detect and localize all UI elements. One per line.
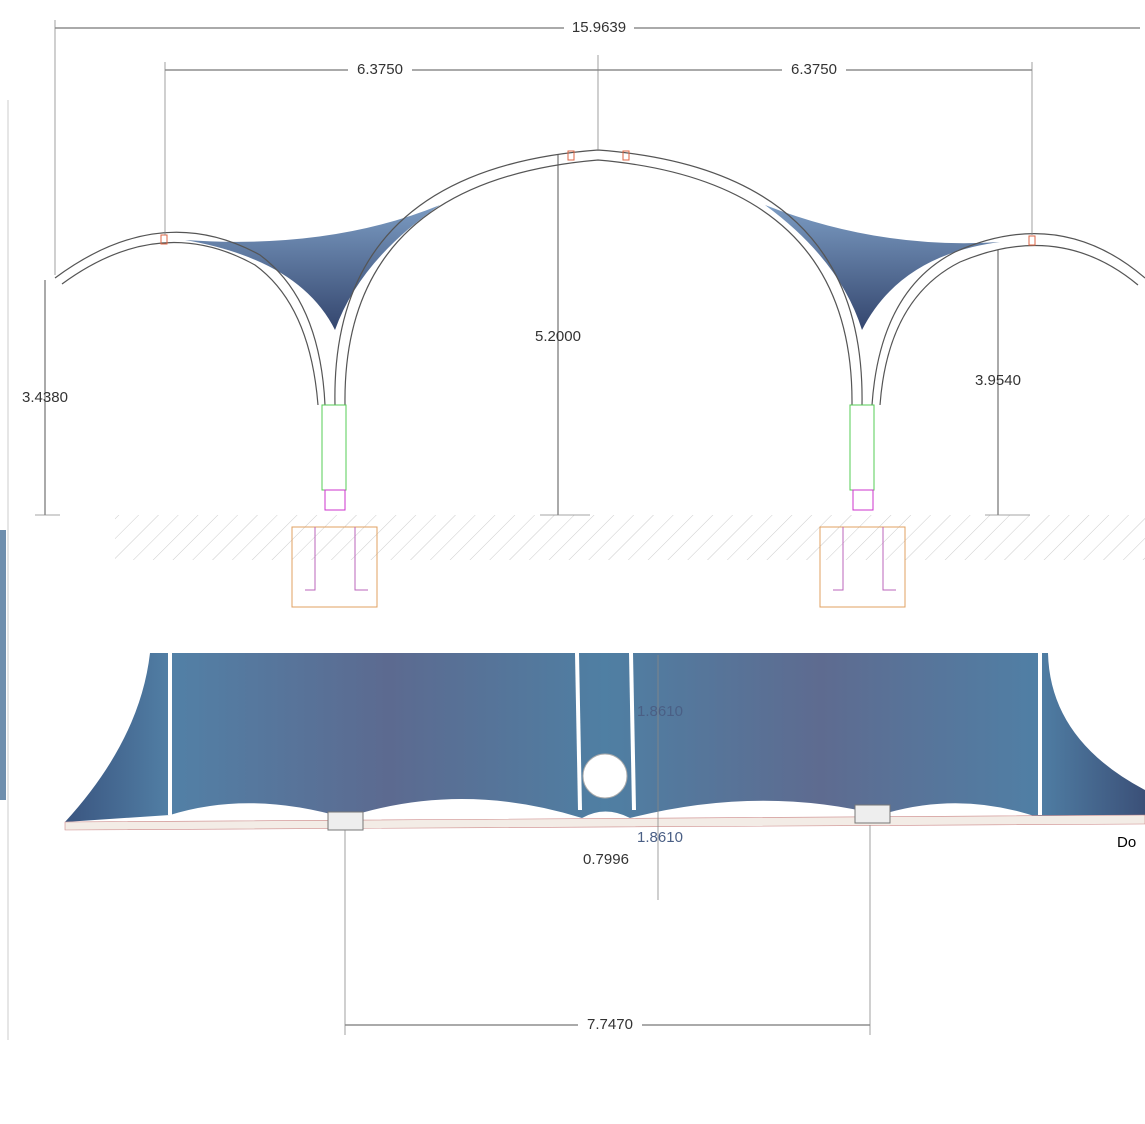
plan-seams: [168, 652, 1042, 815]
side-text: Do: [1117, 834, 1136, 851]
ground-hatch: [115, 515, 1145, 560]
dimension-label: 1.8610: [637, 703, 683, 720]
dimension-label: 3.4380: [22, 389, 68, 406]
dimension-label: 7.7470: [587, 1016, 633, 1033]
dimension-label: 15.9639: [572, 19, 626, 36]
dimension-label: 6.3750: [357, 61, 403, 78]
dimension-label: 1.8610: [637, 829, 683, 846]
membrane: [765, 205, 1000, 330]
arches: [54, 149, 1145, 406]
plan-footing: [327, 811, 364, 831]
plan-opening: [582, 753, 628, 799]
dimension-label: 3.9540: [975, 372, 1021, 389]
label-bg: [578, 1016, 642, 1034]
plan-base: [64, 814, 1145, 831]
dimension-label: 0.7996: [583, 851, 629, 868]
label-bg: [782, 61, 846, 79]
dimension-label: 5.2000: [535, 328, 581, 345]
plan-footing: [854, 804, 891, 824]
edge-fragment: [0, 530, 6, 800]
plan-membrane: [65, 653, 1145, 822]
label-bg: [575, 851, 637, 869]
dimension-label: 6.3750: [791, 61, 837, 78]
label-bg: [564, 19, 634, 37]
dimension-lines: [35, 20, 1140, 516]
columns: [160, 150, 1036, 608]
membrane: [185, 205, 440, 330]
label-bg: [348, 61, 412, 79]
